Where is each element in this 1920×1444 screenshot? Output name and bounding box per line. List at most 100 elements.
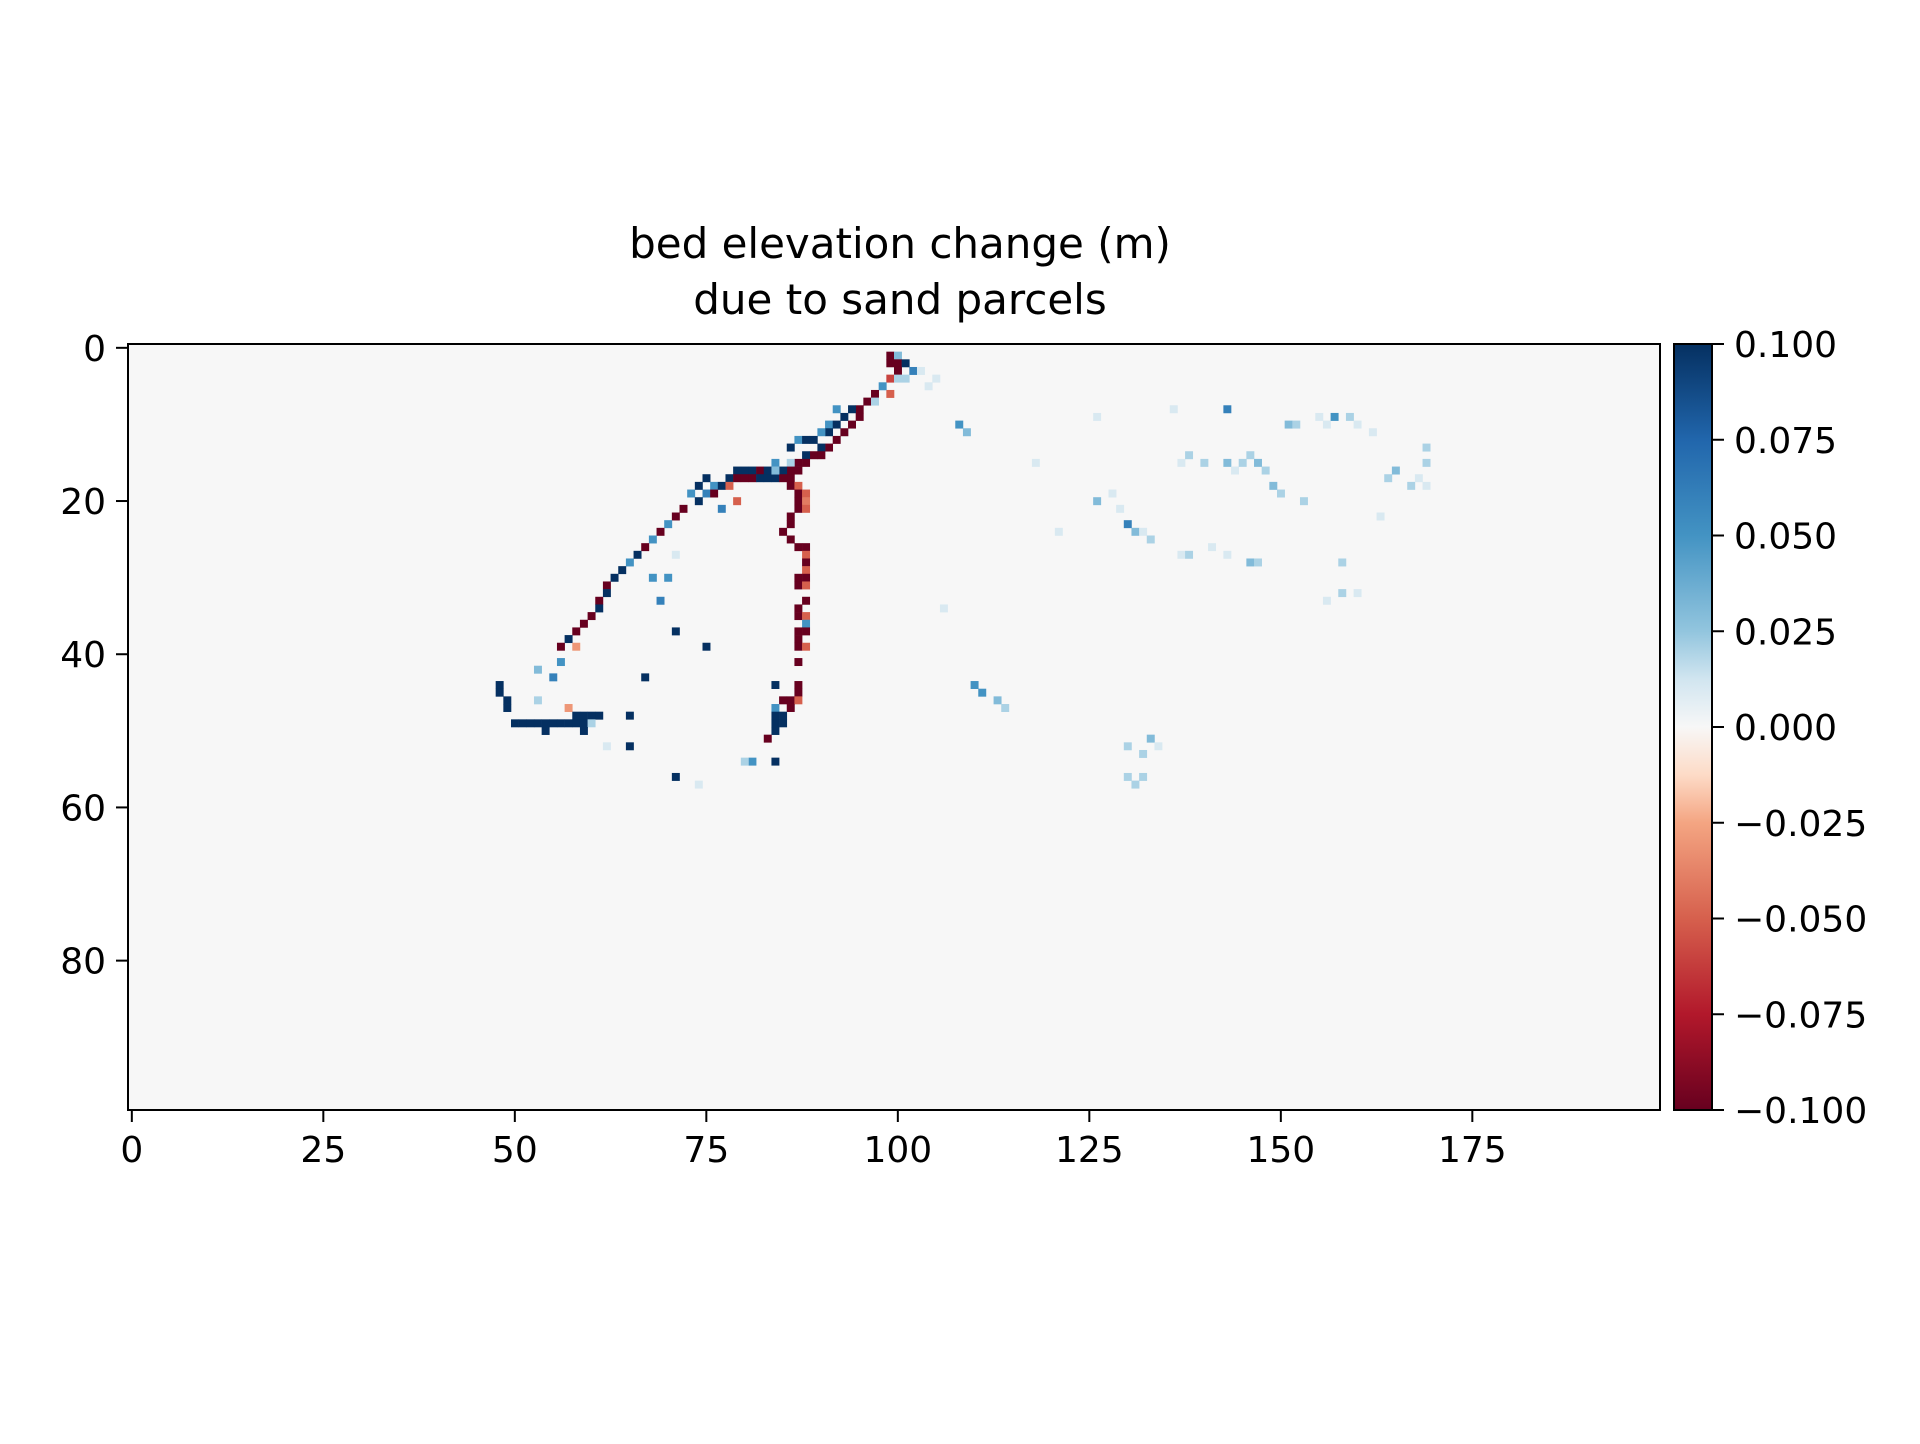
x-axis: 0 25 50 75 100 125 150 175 (120, 1110, 1507, 1171)
heatmap-cell (633, 550, 642, 559)
heatmap-cell (771, 757, 780, 766)
heatmap-cell (794, 604, 803, 613)
heatmap-cell (924, 382, 933, 391)
heatmap-cell (832, 420, 841, 429)
heatmap-cell (1185, 550, 1194, 559)
heatmap-cell (802, 497, 811, 506)
heatmap-cell (541, 719, 550, 728)
heatmap-cell (756, 466, 765, 475)
heatmap-cell (664, 520, 673, 529)
heatmap-cell (702, 474, 711, 483)
heatmap-cell (1031, 458, 1040, 467)
heatmap-cell (694, 481, 703, 490)
heatmap-cell (993, 696, 1002, 705)
heatmap-cell (1414, 474, 1423, 483)
heatmap-cell (909, 366, 918, 375)
heatmap-cell (1407, 481, 1416, 490)
heatmap-cell (664, 573, 673, 582)
heatmap-cell (1223, 550, 1232, 559)
heatmap-cell (1139, 527, 1148, 536)
heatmap-cell (771, 719, 780, 728)
heatmap-cell (602, 581, 611, 590)
heatmap-cell (771, 711, 780, 720)
heatmap-cell (886, 359, 895, 368)
y-tick-label: 60 (60, 788, 106, 829)
heatmap-cell (549, 673, 558, 682)
heatmap-cell (687, 489, 696, 498)
heatmap-cell (717, 504, 726, 513)
heatmap-cell (1391, 466, 1400, 475)
heatmap-cell (794, 458, 803, 467)
heatmap-cell (802, 543, 811, 552)
heatmap-cell (503, 704, 512, 712)
x-tick-label: 50 (492, 1130, 538, 1171)
heatmap-cell (794, 688, 803, 697)
x-tick-label: 25 (300, 1130, 346, 1171)
heatmap-cell (495, 681, 504, 689)
heatmap-cell (802, 566, 811, 575)
heatmap-cell (495, 688, 504, 697)
x-tick-label: 75 (683, 1130, 729, 1171)
colorbar (1674, 344, 1712, 1110)
heatmap-cell (1177, 550, 1186, 559)
colorbar-tick-label: −0.075 (1734, 995, 1867, 1036)
heatmap-cell (572, 627, 581, 636)
heatmap-cell (1261, 466, 1270, 475)
heatmap-cell (802, 627, 811, 636)
heatmap-cell (595, 711, 604, 720)
heatmap-cell (794, 658, 803, 667)
heatmap-cell (1368, 428, 1377, 437)
heatmap-cell (1146, 734, 1155, 743)
heatmap-cell (771, 474, 780, 483)
heatmap-cell (595, 596, 604, 605)
heatmap-cell (648, 573, 657, 582)
heatmap-cell (794, 489, 803, 498)
heatmap-cell (802, 619, 811, 628)
heatmap-cell (794, 681, 803, 689)
heatmap-cell (871, 397, 879, 406)
heatmap-cell (572, 642, 581, 651)
heatmap-cell (625, 711, 634, 720)
heatmap-cell (748, 474, 757, 483)
heatmap-cell (794, 642, 803, 651)
heatmap-cell (1123, 772, 1132, 781)
heatmap-cell (794, 635, 803, 644)
heatmap-cell (802, 504, 811, 513)
heatmap-cell (809, 451, 818, 460)
heatmap-cell (779, 466, 788, 475)
heatmap-cell (825, 428, 834, 437)
heatmap-cell (564, 704, 573, 712)
heatmap-cell (771, 466, 780, 475)
heatmap-cell (786, 535, 795, 544)
heatmap-cell (717, 481, 726, 490)
heatmap-cell (587, 711, 596, 720)
heatmap-cell (932, 374, 941, 383)
heatmap-cell (1284, 420, 1293, 429)
heatmap-cell (794, 573, 803, 582)
heatmap-cell (1223, 458, 1232, 467)
heatmap-cell (725, 481, 734, 490)
heatmap-cell (1422, 458, 1431, 467)
heatmap-cell (579, 719, 588, 728)
heatmap-cell (786, 466, 795, 475)
heatmap-cell (771, 458, 780, 467)
heatmap-cell (794, 481, 803, 490)
heatmap-cell (794, 696, 803, 705)
heatmap-cell (771, 704, 780, 712)
heatmap-cell (740, 474, 749, 483)
heatmap-cell (802, 642, 811, 651)
heatmap-cell (748, 466, 757, 475)
heatmap-cell (556, 658, 565, 667)
heatmap-cell (671, 550, 680, 559)
colorbar-tick-label: 0.050 (1734, 517, 1837, 558)
heatmap-cell (1384, 474, 1393, 483)
heatmap-cell (763, 734, 772, 743)
heatmap-cell (786, 520, 795, 529)
heatmap-cell (794, 543, 803, 552)
heatmap-cell (564, 719, 573, 728)
heatmap-cell (641, 543, 650, 552)
heatmap-cell (763, 466, 772, 475)
heatmap-cell (786, 704, 795, 712)
heatmap-cell (1131, 527, 1140, 536)
heatmap-cell (1223, 405, 1232, 414)
